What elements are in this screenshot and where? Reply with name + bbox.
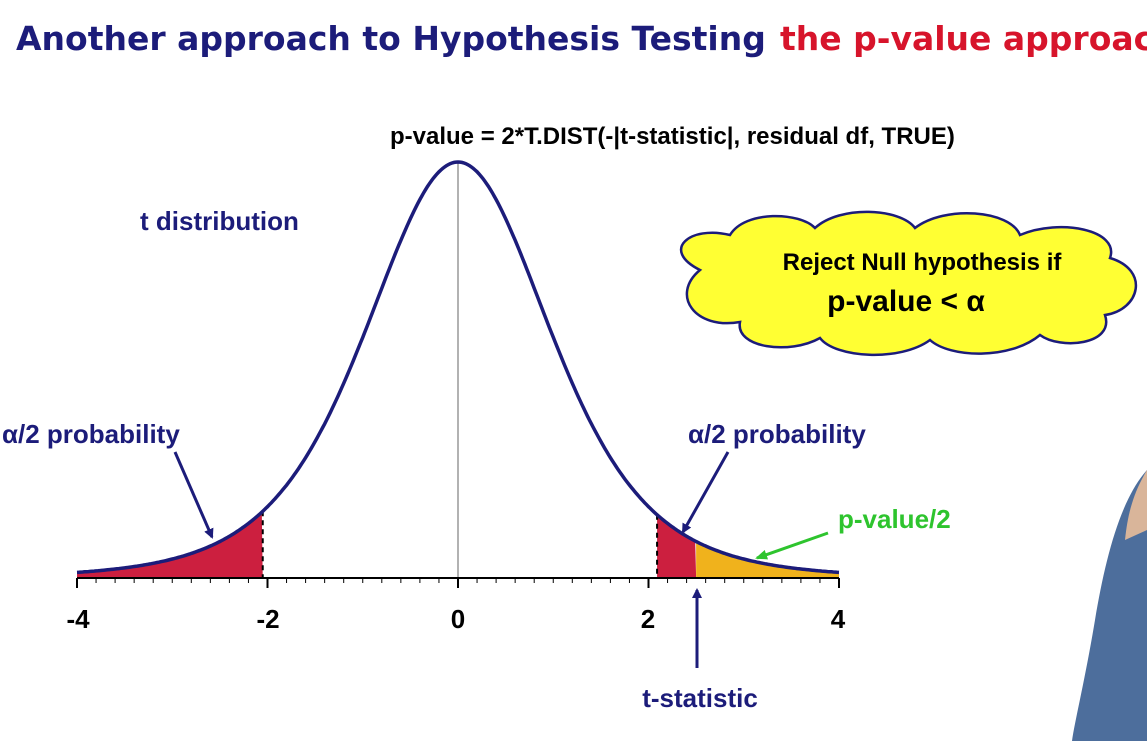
left-tail <box>77 512 263 578</box>
subtitle: the p-value approach <box>780 19 1147 58</box>
presenter-skin <box>1125 470 1147 540</box>
p-value-arrow <box>755 531 829 560</box>
distribution-plot <box>76 160 840 588</box>
x-tick-label: 4 <box>831 604 846 634</box>
title: Another approach to Hypothesis Testing <box>16 19 766 58</box>
x-tick-label: -4 <box>66 604 90 634</box>
left-tail-arrow <box>173 451 214 539</box>
left-tail-label: α/2 probability <box>2 419 180 449</box>
x-tick-label: -2 <box>256 604 279 634</box>
x-tick-label: 0 <box>451 604 465 634</box>
x-tick-label: 2 <box>641 604 655 634</box>
t-statistic-label: t-statistic <box>642 683 758 713</box>
p-value-area <box>696 541 839 578</box>
callout-line1: Reject Null hypothesis if <box>783 249 1063 276</box>
right-tail <box>657 514 697 578</box>
right-tail-arrow <box>681 451 730 534</box>
right-tail-label: α/2 probability <box>688 419 866 449</box>
callout-line2: p-value < α <box>827 285 985 318</box>
formula: p-value = 2*T.DIST(-|t-statistic|, resid… <box>390 123 955 150</box>
callout-cloud <box>679 210 1138 356</box>
p-value-half-label: p-value/2 <box>838 504 951 534</box>
t-curve <box>76 160 840 575</box>
distribution-label: t distribution <box>140 206 299 236</box>
